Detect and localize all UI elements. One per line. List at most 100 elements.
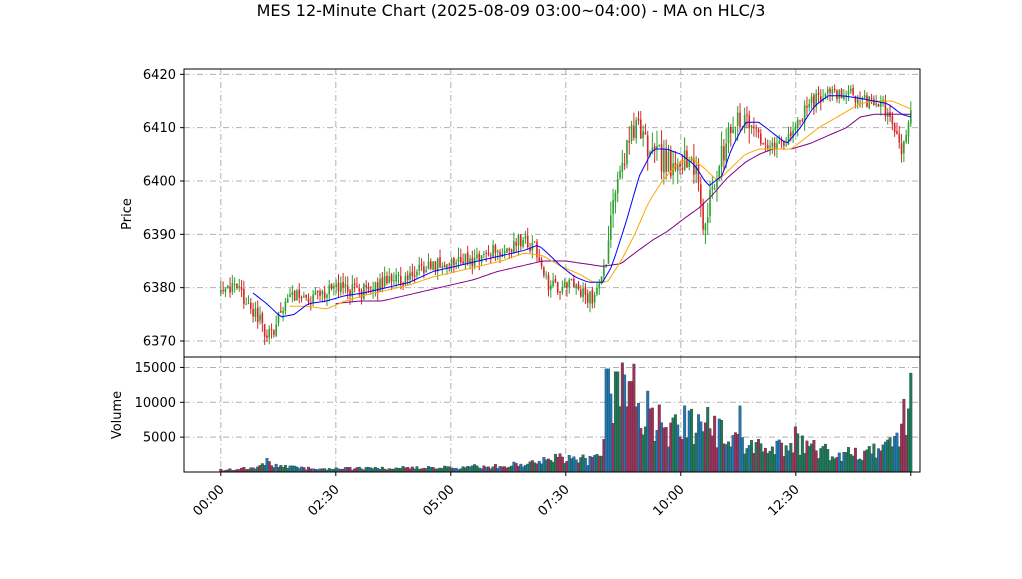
price-y-tick-label: 6390 (143, 228, 176, 243)
candle-body (266, 335, 268, 338)
candle-body (346, 285, 349, 292)
candle-body (441, 266, 444, 268)
candle-body (386, 275, 388, 284)
candle-body (840, 89, 843, 99)
candle-body (273, 330, 275, 335)
candle-body (771, 142, 774, 147)
candle-body (533, 241, 536, 243)
candle-body (734, 127, 737, 129)
x-axis-ticks: 00:00 02:30 05:00 07:30 10:00 12:30 (191, 472, 912, 519)
candle-body (416, 271, 418, 276)
volume-bars (219, 362, 913, 473)
price-y-tick-label: 6410 (143, 121, 176, 136)
candle-body (646, 135, 649, 157)
candle-body (826, 89, 829, 94)
candle-body (333, 286, 335, 289)
candle-body (676, 163, 679, 171)
candle-body (254, 308, 257, 317)
candle-body (229, 286, 231, 293)
candle-body (238, 285, 241, 287)
candle-body (713, 187, 716, 189)
candle-body (619, 170, 621, 178)
candle-body (344, 284, 347, 287)
candle-body (247, 302, 250, 304)
candle-body (531, 242, 534, 251)
candle-body (836, 90, 838, 100)
candle-body (665, 149, 667, 172)
candle-body (529, 247, 531, 252)
candle-body (268, 328, 271, 338)
candle-body (222, 289, 224, 292)
volume-y-ticks: 5000 10000 15000 (135, 361, 184, 446)
candle-body (582, 288, 584, 298)
candle-body (596, 287, 598, 295)
candle-body (443, 264, 446, 268)
candle-body (492, 245, 494, 257)
candle-body (466, 252, 469, 264)
candle-body (476, 254, 478, 258)
candle-body (524, 236, 527, 239)
candle-body (570, 279, 573, 281)
candle-body (252, 309, 254, 317)
candle-body (803, 105, 806, 122)
candle-body (757, 129, 760, 133)
candle-body (628, 140, 631, 143)
candle-body (275, 324, 277, 337)
candle-body (614, 192, 617, 202)
candle-body (607, 240, 610, 264)
candle-body (783, 140, 785, 146)
candle-body (893, 123, 896, 133)
candle-body (446, 264, 448, 269)
candle-body (873, 99, 875, 105)
candle-body (538, 257, 541, 261)
volume-grid (184, 357, 920, 472)
candle-body (729, 126, 732, 134)
candle-body (633, 125, 635, 138)
candle-body (307, 298, 310, 303)
candle-body (884, 100, 887, 117)
candle-body (543, 267, 545, 276)
volume-y-tick-label: 15000 (135, 361, 176, 376)
candle-body (349, 290, 351, 296)
candle-body (337, 282, 340, 292)
x-tick-label: 00:00 (191, 482, 228, 519)
candle-body (573, 278, 575, 287)
candlesticks (219, 84, 912, 345)
candle-body (515, 242, 517, 246)
candle-body (718, 166, 721, 179)
candle-body (494, 245, 497, 253)
candle-body (261, 313, 264, 324)
ma-slow-line (335, 113, 911, 305)
volume-bar (909, 372, 913, 473)
candle-body (854, 95, 857, 103)
candle-body (328, 285, 331, 295)
chart-title: MES 12-Minute Chart (2025-08-09 03:00~04… (257, 1, 766, 20)
candle-body (852, 87, 854, 95)
candle-body (808, 103, 811, 108)
candle-body (586, 293, 589, 303)
candle-body (381, 277, 384, 287)
candle-body (464, 253, 467, 265)
price-grid (184, 69, 920, 357)
candle-body (485, 252, 487, 254)
price-y-tick-label: 6420 (143, 68, 176, 83)
candle-body (319, 291, 321, 296)
candle-body (342, 281, 344, 288)
candle-body (450, 259, 453, 266)
price-y-tick-label: 6400 (143, 175, 176, 190)
candle-body (905, 134, 907, 142)
candle-body (695, 164, 697, 175)
candle-body (785, 144, 787, 146)
candle-body (552, 280, 554, 287)
candle-body (448, 264, 451, 266)
candle-body (755, 127, 757, 129)
candle-body (600, 276, 603, 285)
candle-body (603, 265, 605, 276)
candle-body (561, 287, 564, 293)
candle-body (681, 168, 684, 170)
candle-body (584, 287, 587, 295)
candle-body (455, 262, 457, 265)
candle-body (644, 132, 647, 135)
candle-body (425, 270, 427, 272)
